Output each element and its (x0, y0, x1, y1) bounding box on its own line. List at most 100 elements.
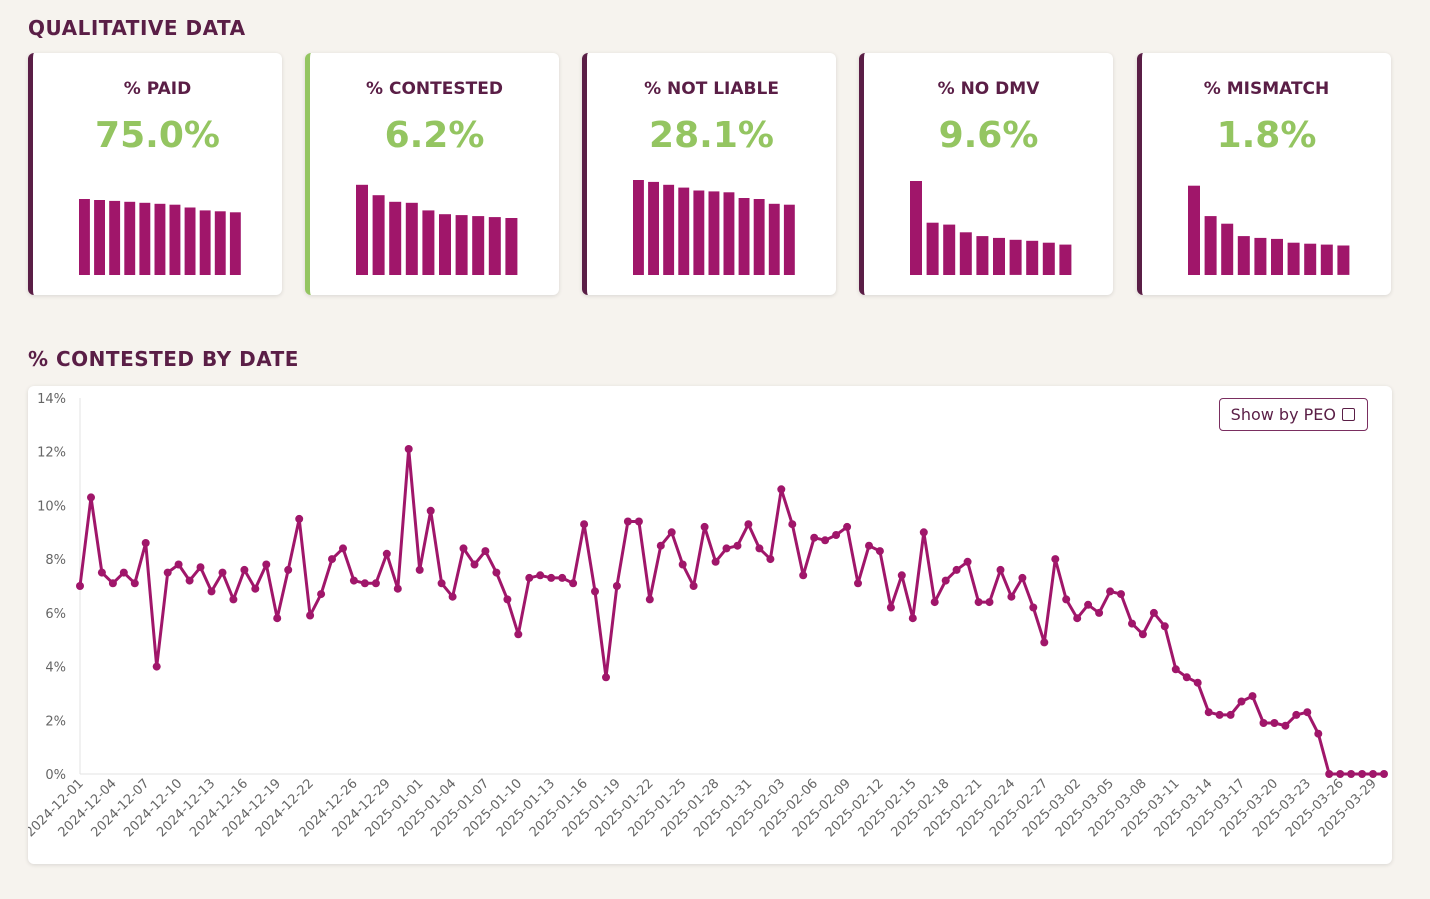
data-point[interactable] (854, 579, 862, 588)
data-point[interactable] (700, 522, 709, 531)
data-point[interactable] (1128, 619, 1136, 628)
checkbox-icon[interactable] (1342, 408, 1355, 421)
data-point[interactable] (1040, 638, 1049, 647)
data-point[interactable] (1095, 608, 1104, 617)
data-point[interactable] (1347, 770, 1356, 778)
data-point[interactable] (196, 563, 205, 572)
data-point[interactable] (1204, 708, 1213, 717)
data-point[interactable] (985, 598, 994, 607)
data-point[interactable] (591, 587, 599, 596)
data-point[interactable] (1336, 770, 1345, 778)
data-point[interactable] (777, 485, 786, 494)
data-point[interactable] (645, 595, 654, 604)
data-point[interactable] (875, 547, 884, 556)
data-point[interactable] (1149, 608, 1158, 617)
data-point[interactable] (536, 571, 545, 580)
data-point[interactable] (130, 579, 139, 588)
data-point[interactable] (766, 555, 775, 564)
data-point[interactable] (744, 520, 753, 529)
data-point[interactable] (843, 522, 852, 531)
data-point[interactable] (119, 568, 128, 577)
data-point[interactable] (1084, 600, 1093, 609)
data-point[interactable] (437, 579, 446, 588)
data-point[interactable] (689, 582, 698, 590)
data-point[interactable] (1051, 555, 1060, 564)
data-point[interactable] (87, 493, 95, 502)
data-point[interactable] (174, 560, 183, 569)
data-point[interactable] (722, 544, 731, 553)
data-point[interactable] (1117, 590, 1125, 599)
data-point[interactable] (558, 573, 567, 582)
data-point[interactable] (1380, 770, 1388, 778)
data-point[interactable] (865, 541, 873, 550)
data-point[interactable] (623, 517, 632, 526)
data-point[interactable] (602, 673, 610, 682)
data-point[interactable] (1215, 710, 1224, 719)
data-point[interactable] (711, 557, 720, 566)
data-point[interactable] (76, 582, 84, 590)
data-point[interactable] (141, 539, 150, 547)
data-point[interactable] (262, 560, 271, 569)
data-point[interactable] (207, 587, 216, 596)
data-point[interactable] (1248, 692, 1257, 701)
data-point[interactable] (273, 614, 282, 623)
data-point[interactable] (448, 592, 457, 601)
data-point[interactable] (1237, 697, 1246, 706)
data-point[interactable] (656, 541, 665, 550)
data-point[interactable] (580, 520, 589, 529)
data-point[interactable] (185, 576, 194, 585)
data-point[interactable] (1029, 603, 1038, 612)
data-point[interactable] (152, 662, 161, 671)
data-point[interactable] (481, 547, 490, 556)
data-point[interactable] (832, 531, 841, 539)
data-point[interactable] (426, 506, 435, 515)
data-point[interactable] (284, 565, 293, 574)
data-point[interactable] (1193, 678, 1202, 687)
data-point[interactable] (547, 573, 556, 582)
data-point[interactable] (163, 568, 172, 577)
data-point[interactable] (897, 571, 906, 580)
data-point[interactable] (470, 560, 479, 569)
data-point[interactable] (306, 611, 315, 620)
data-point[interactable] (525, 573, 534, 582)
data-point[interactable] (339, 544, 347, 553)
data-point[interactable] (1325, 770, 1334, 778)
data-point[interactable] (612, 582, 621, 590)
data-point[interactable] (952, 565, 961, 574)
data-point[interactable] (393, 584, 402, 593)
data-point[interactable] (810, 533, 819, 542)
data-point[interactable] (733, 541, 742, 550)
data-point[interactable] (1358, 770, 1367, 778)
data-point[interactable] (349, 576, 358, 585)
data-point[interactable] (382, 549, 391, 558)
data-point[interactable] (667, 528, 676, 537)
data-point[interactable] (492, 568, 501, 577)
data-point[interactable] (788, 520, 797, 529)
data-point[interactable] (371, 579, 380, 588)
data-point[interactable] (1062, 595, 1071, 604)
data-point[interactable] (328, 555, 336, 564)
data-point[interactable] (360, 579, 369, 588)
data-point[interactable] (1226, 710, 1235, 719)
data-point[interactable] (229, 595, 238, 604)
data-point[interactable] (1138, 630, 1147, 639)
data-point[interactable] (1369, 770, 1377, 778)
data-point[interactable] (295, 514, 304, 523)
data-point[interactable] (404, 445, 413, 453)
data-point[interactable] (1270, 719, 1279, 727)
data-point[interactable] (963, 557, 972, 566)
data-point[interactable] (974, 598, 983, 607)
data-point[interactable] (996, 565, 1005, 574)
data-point[interactable] (251, 584, 260, 593)
data-point[interactable] (218, 568, 227, 577)
data-point[interactable] (514, 630, 523, 639)
data-point[interactable] (908, 614, 917, 623)
data-point[interactable] (634, 517, 643, 526)
data-point[interactable] (415, 565, 424, 574)
data-point[interactable] (678, 560, 687, 569)
data-point[interactable] (1171, 665, 1180, 674)
data-point[interactable] (886, 603, 895, 612)
data-point[interactable] (930, 598, 939, 607)
data-point[interactable] (799, 571, 808, 580)
data-point[interactable] (1018, 573, 1027, 582)
